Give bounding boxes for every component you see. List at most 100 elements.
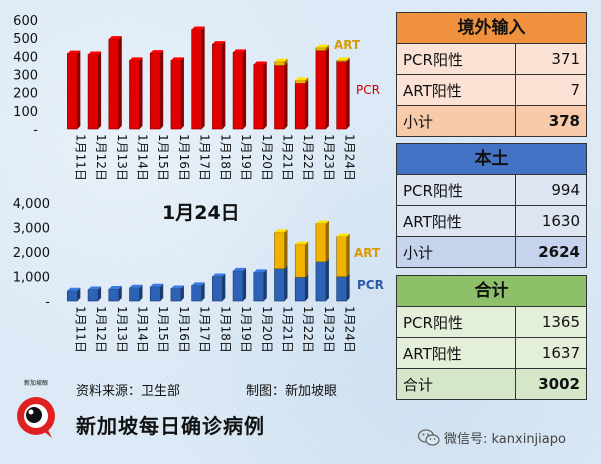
pcr-bar: [191, 285, 202, 302]
pcr-bar-side: [180, 57, 184, 129]
art-bar-side: [325, 44, 329, 51]
pcr-bar-side: [305, 274, 309, 301]
art-bar-top: [295, 77, 309, 81]
art-bar-top: [274, 58, 288, 62]
local-table-title: 本土: [397, 144, 586, 175]
pcr-bar-side: [160, 50, 164, 129]
pcr-bar: [67, 53, 78, 130]
grand-total-row: 合计 3002: [397, 369, 586, 399]
x-category-label: 1月19日: [239, 134, 253, 181]
row-label: PCR阳性: [397, 175, 516, 205]
row-label: ART阳性: [397, 338, 516, 368]
pcr-bar-side: [160, 283, 164, 301]
x-category-label: 1月21日: [281, 306, 295, 353]
art-bar: [274, 61, 285, 66]
row-value: 371: [551, 50, 580, 68]
pcr-bar-side: [201, 282, 205, 301]
art-bar-side: [346, 57, 350, 62]
pcr-bar: [294, 276, 306, 302]
pcr-bar: [170, 60, 182, 130]
pcr-bar-side: [98, 51, 102, 130]
pcr-bar-side: [346, 273, 350, 301]
pcr-bar-top: [150, 283, 164, 287]
art-bar-top: [295, 241, 309, 245]
pcr-series-label-overseas: PCR: [356, 83, 380, 97]
pcr-bar: [191, 29, 202, 130]
art-bar-side: [305, 241, 309, 278]
art-bar-side: [284, 229, 288, 269]
y-tick-label: 2,000: [13, 246, 50, 261]
row-value: 1630: [541, 212, 580, 230]
y-tick-label: 4,000: [13, 197, 50, 212]
x-category-label: 1月14日: [136, 134, 150, 181]
pcr-bar-side: [325, 47, 329, 129]
pcr-bar-side: [284, 62, 288, 129]
pcr-bar-side: [118, 285, 122, 301]
x-category-label: 1月16日: [177, 134, 191, 181]
made-by-note: 制图：新加坡眼: [246, 384, 338, 399]
x-category-label: 1月14日: [136, 306, 150, 353]
x-category-label: 1月17日: [198, 306, 212, 353]
row-label: ART阳性: [397, 206, 516, 236]
pcr-bar: [232, 270, 244, 302]
total-pcr-row: PCR阳性 1365: [397, 307, 586, 338]
local-table: 本土 PCR阳性 994 ART阳性 1630 小计 2624: [396, 143, 587, 268]
x-category-label: 1月15日: [156, 134, 170, 181]
x-category-label: 1月23日: [322, 306, 336, 353]
y-tick-label: 3,000: [13, 222, 50, 237]
x-category-label: 1月18日: [218, 306, 232, 353]
art-bar-top: [274, 229, 288, 233]
pcr-bar-top: [212, 41, 226, 45]
pcr-bar-top: [212, 273, 226, 277]
row-label: 小计: [397, 237, 516, 267]
y-tick-label: -: [45, 295, 50, 310]
pcr-bar-side: [243, 267, 247, 301]
pcr-bar: [67, 290, 78, 302]
art-bar-side: [325, 220, 329, 262]
pcr-bar: [129, 287, 140, 302]
pcr-bar-side: [201, 26, 205, 129]
pcr-bar-top: [233, 267, 247, 271]
x-category-label: 1月16日: [177, 306, 191, 353]
art-bar: [315, 223, 327, 263]
art-bar-top: [315, 220, 329, 224]
art-bar: [294, 244, 306, 278]
art-bar: [336, 60, 347, 62]
y-tick-label: 100: [13, 105, 38, 120]
pcr-bar-side: [243, 49, 247, 129]
x-category-label: 1月22日: [301, 306, 315, 353]
pcr-bar: [294, 82, 306, 130]
pcr-bar-top: [108, 36, 122, 40]
logo-text: 新加坡眼: [23, 380, 48, 387]
pcr-bar: [87, 54, 99, 130]
pcr-bar-side: [77, 287, 81, 301]
pcr-bar-side: [180, 285, 184, 301]
pcr-series-label-local: PCR: [357, 278, 384, 292]
pcr-bar-top: [233, 49, 247, 53]
art-series-label-local: ART: [354, 246, 381, 260]
art-bar-side: [284, 58, 288, 66]
overseas-table: 境外输入 PCR阳性 371 ART阳性 7 小计 378: [396, 12, 587, 137]
art-bar-top: [336, 233, 350, 237]
pcr-bar-side: [139, 284, 143, 301]
local-subtotal-row: 小计 2624: [397, 237, 586, 267]
x-category-label: 1月23日: [322, 134, 336, 181]
pcr-bar-top: [253, 269, 267, 273]
pcr-bar-top: [129, 284, 143, 288]
pcr-bar-side: [139, 57, 143, 129]
row-value: 1365: [541, 313, 580, 331]
pcr-bar-side: [263, 61, 267, 129]
row-value: 1637: [541, 344, 580, 362]
y-tick-label: 500: [13, 32, 38, 47]
overseas-pcr-row: PCR阳性 371: [397, 44, 586, 75]
art-bar-side: [346, 233, 350, 277]
pcr-bar-top: [67, 287, 81, 291]
local-pcr-row: PCR阳性 994: [397, 175, 586, 206]
pcr-bar-side: [263, 269, 267, 301]
x-category-label: 1月21日: [281, 134, 295, 181]
source-note: 资料来源：卫生部: [76, 384, 181, 399]
y-tick-label: 400: [13, 50, 38, 65]
pcr-bar-top: [108, 285, 122, 289]
row-label: 小计: [397, 106, 516, 136]
